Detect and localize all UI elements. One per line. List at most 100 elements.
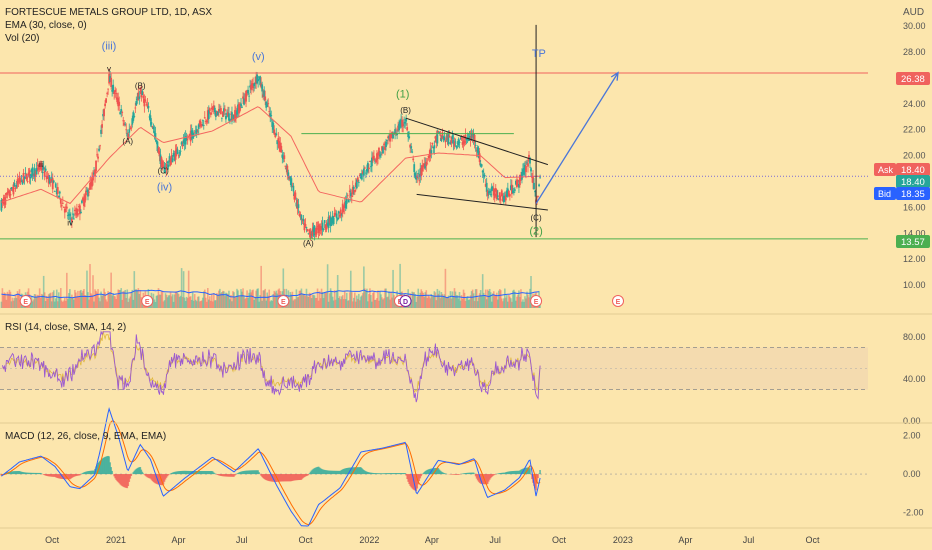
candle xyxy=(155,139,158,143)
candle xyxy=(161,161,164,168)
macd-histogram-bar xyxy=(408,474,410,485)
macd-histogram-bar xyxy=(149,474,152,479)
chart-title[interactable]: FORTESCUE METALS GROUP LTD, 1D, ASX xyxy=(5,7,212,18)
earnings-marker[interactable]: D xyxy=(399,295,412,307)
macd-histogram-bar xyxy=(290,474,293,482)
earnings-marker[interactable]: E xyxy=(141,295,154,307)
volume-bar xyxy=(339,299,342,308)
candle xyxy=(274,132,277,138)
candle xyxy=(217,109,220,112)
volume-bar xyxy=(490,301,493,308)
volume-bar xyxy=(139,289,142,308)
macd-histogram-bar xyxy=(335,470,338,475)
macd-histogram-bar xyxy=(136,468,139,475)
macd-histogram-bar xyxy=(115,474,117,480)
candle xyxy=(218,109,221,111)
macd-histogram-bar xyxy=(244,470,246,475)
candle xyxy=(120,109,123,112)
wedge-trendline[interactable] xyxy=(405,117,549,166)
candle xyxy=(360,173,363,180)
volume-bar xyxy=(76,296,78,308)
volume-bar xyxy=(79,290,81,308)
volume-bar xyxy=(427,295,430,308)
ema-indicator-label[interactable]: EMA (30, close, 0) xyxy=(5,20,87,31)
earnings-marker[interactable]: E xyxy=(19,295,32,307)
macd-histogram-bar xyxy=(307,474,310,476)
earnings-marker[interactable]: E xyxy=(612,295,625,307)
rsi-indicator-label[interactable]: RSI (14, close, SMA, 14, 2) xyxy=(5,322,126,333)
candle xyxy=(112,84,115,92)
volume-bar xyxy=(78,297,80,308)
volume-bar xyxy=(492,291,495,308)
candle xyxy=(39,162,42,167)
macd-histogram-bar xyxy=(480,474,483,484)
candle xyxy=(440,137,443,142)
candle xyxy=(321,222,324,230)
earnings-marker[interactable]: E xyxy=(277,295,290,307)
volume-bar xyxy=(186,298,189,308)
volume-bar xyxy=(137,288,140,308)
macd-histogram-bar xyxy=(463,473,466,475)
candle xyxy=(19,179,22,183)
volume-bar xyxy=(71,294,73,308)
volume-bar xyxy=(487,290,490,308)
macd-axis-tick: -2.00 xyxy=(903,508,924,518)
candle xyxy=(44,168,47,171)
macd-histogram-bar xyxy=(336,470,339,475)
macd-indicator-label[interactable]: MACD (12, 26, close, 9, EMA, EMA) xyxy=(5,431,166,442)
volume-bar xyxy=(436,288,439,308)
volume-bar xyxy=(85,295,87,308)
volume-bar xyxy=(321,292,324,308)
macd-histogram-bar xyxy=(234,474,236,476)
volume-bar xyxy=(437,293,440,308)
candle xyxy=(450,136,453,144)
candle xyxy=(214,110,217,117)
wave-label: (A) xyxy=(122,137,133,146)
volume-bar xyxy=(366,288,368,308)
candle xyxy=(442,136,445,138)
macd-histogram-bar xyxy=(487,474,490,482)
wedge-trendline[interactable] xyxy=(416,193,548,211)
volume-bar xyxy=(444,268,447,308)
macd-histogram-bar xyxy=(20,471,23,475)
volume-bar xyxy=(522,299,524,308)
candle xyxy=(203,117,206,119)
volume-bar xyxy=(174,291,177,308)
volume-bar xyxy=(432,295,435,308)
macd-histogram-bar xyxy=(227,474,229,477)
volume-bar xyxy=(212,301,214,308)
volume-bar xyxy=(196,296,199,308)
candle xyxy=(140,90,143,98)
macd-histogram-bar xyxy=(504,472,506,475)
candle xyxy=(70,219,73,223)
volume-bar xyxy=(525,298,527,308)
volume-bar xyxy=(524,296,526,308)
candle xyxy=(307,233,310,235)
macd-histogram-bar xyxy=(404,473,406,475)
projection-arrow-line[interactable] xyxy=(535,72,619,204)
projection-arrowhead xyxy=(610,71,619,81)
volume-bar xyxy=(168,295,171,308)
volume-indicator-label[interactable]: Vol (20) xyxy=(5,33,39,44)
macd-histogram-bar xyxy=(436,467,439,475)
candle xyxy=(328,216,331,223)
macd-histogram-bar xyxy=(187,470,190,475)
volume-bar xyxy=(457,298,460,308)
macd-histogram-bar xyxy=(518,470,520,475)
volume-bar xyxy=(218,290,220,308)
candle xyxy=(97,156,99,159)
candle xyxy=(88,191,90,193)
macd-histogram-bar xyxy=(228,474,230,477)
macd-histogram-bar xyxy=(134,469,137,475)
candle xyxy=(186,139,189,141)
earnings-marker[interactable]: E xyxy=(530,295,543,307)
volume-bar xyxy=(306,296,309,308)
volume-bar xyxy=(433,291,436,308)
macd-histogram-bar xyxy=(439,470,442,475)
volume-bar xyxy=(369,288,371,308)
volume-bar xyxy=(9,291,12,308)
candle xyxy=(125,129,128,131)
candle xyxy=(303,223,306,231)
volume-bar xyxy=(413,292,416,308)
